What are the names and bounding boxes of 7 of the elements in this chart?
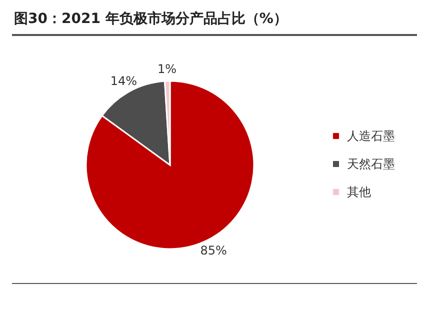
data-label: 14% bbox=[110, 74, 138, 88]
legend-label: 天然石墨 bbox=[347, 156, 395, 172]
data-label: 85% bbox=[200, 244, 227, 258]
data-label: 1% bbox=[157, 62, 177, 76]
legend-label: 其他 bbox=[347, 184, 371, 200]
legend-label: 人造石墨 bbox=[347, 128, 395, 144]
chart-title: 图30：2021 年负极市场分产品占比（%） bbox=[14, 10, 288, 28]
